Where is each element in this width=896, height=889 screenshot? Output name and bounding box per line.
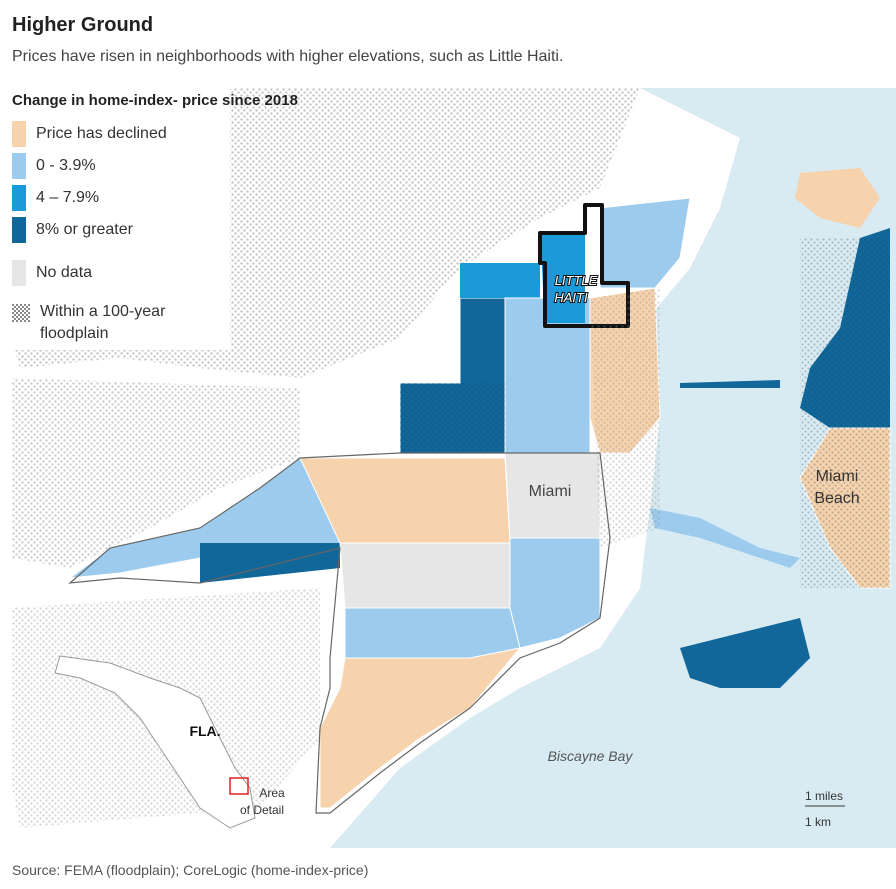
legend-swatch [12,185,26,211]
miami-map: LITTLE HAITI Miami Miami Beach Biscayne … [12,88,896,848]
label-area-2: of Detail [240,803,284,817]
label-miami-beach-2: Beach [814,490,859,507]
legend-swatch [12,121,26,147]
legend-label: 4 – 7.9% [36,189,100,206]
little-haiti-outline [538,203,630,328]
area-of-detail-marker [229,777,249,795]
legend-label: No data [36,264,93,281]
chart-subtitle: Prices have risen in neighborhoods with … [12,48,564,65]
legend-item-nodata: No data [12,260,92,286]
mainland-outline [68,452,611,814]
zone-island-light [650,508,800,568]
legend-item-low: 0 - 3.9% [12,153,96,179]
floodplain-overlay-beach [800,238,890,588]
legend-label: 8% or greater [36,221,133,238]
zone-northeast-light [599,197,691,289]
legend-item-mid: 4 – 7.9% [12,185,99,211]
legend-label: 0 - 3.9% [36,157,96,174]
label-fla: FLA. [189,723,220,739]
legend-item-high: 8% or greater [12,217,133,243]
label-area-1: Area [259,786,285,800]
label-biscayne-bay: Biscayne Bay [548,748,634,764]
legend-panel [0,88,230,350]
label-miami: Miami [529,483,572,500]
legend-swatch [12,153,26,179]
floodplain-north [12,88,640,378]
floodplain-overlay-dark [400,383,505,453]
zone-south-light [344,607,521,659]
zone-little-haiti-mid [540,233,585,323]
chart-title: Higher Ground [12,14,154,36]
zone-north-dark-cap [460,263,540,298]
legend-label-floodplain-1: Within a 100-year [40,303,166,320]
zone-island-south-dark [680,618,810,688]
label-little-haiti-2: HAITI [554,290,588,305]
zone-north-beach-peach [795,168,880,228]
legend-item-floodplain: Within a 100-year floodplain [12,303,166,345]
zone-west-dark [200,543,340,583]
label-miami-beach-1: Miami [816,468,859,485]
source-note: Source: FEMA (floodplain); CoreLogic (ho… [12,862,369,878]
scale-km: 1 km [805,815,831,829]
legend-label-floodplain-2: floodplain [40,325,109,342]
zone-central-gray [339,542,511,609]
floodplain-west [12,378,300,568]
legend-item-declined: Price has declined [12,121,167,147]
legend-swatch [12,260,26,286]
florida-inset [54,655,256,829]
floodplain-overlay-east [590,288,660,548]
zone-south2-light [509,537,601,649]
legend-label: Price has declined [36,125,167,142]
scale-miles: 1 miles [805,789,843,803]
zone-causeway-dark [680,380,780,388]
legend-title: Change in home-index- price since 2018 [12,92,298,109]
floodplain-swatch-icon [12,304,30,322]
zone-south-peach [319,647,522,809]
label-little-haiti-1: LITTLE [555,273,598,288]
legend-swatch [12,217,26,243]
